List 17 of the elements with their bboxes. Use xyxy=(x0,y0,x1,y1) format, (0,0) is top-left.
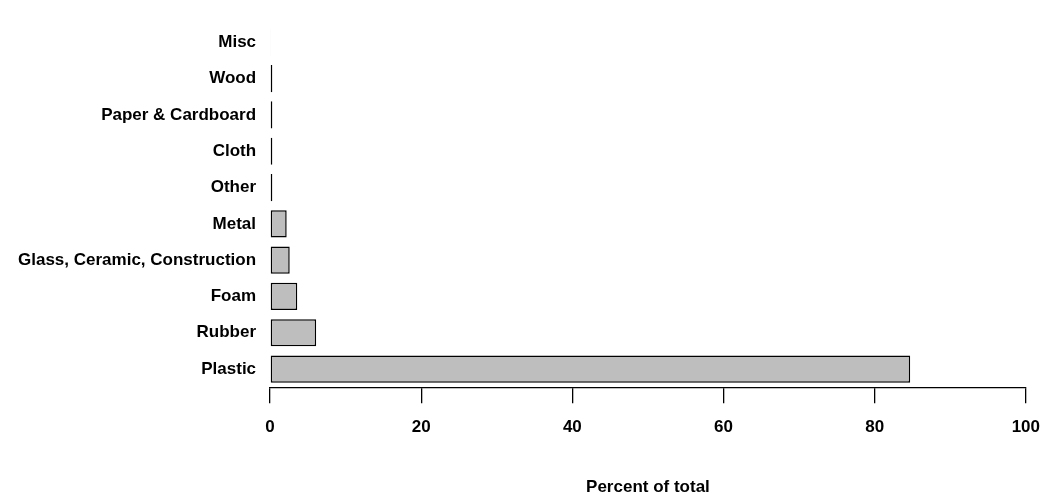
y-tick-label: Glass, Ceramic, Construction xyxy=(17,249,257,269)
y-tick-label: Plastic xyxy=(201,358,257,378)
y-tick-label: Metal xyxy=(212,213,257,233)
x-axis-title: Percent of total xyxy=(586,477,710,497)
y-tick-label: Other xyxy=(210,177,257,197)
y-tick-label: Wood xyxy=(209,68,257,88)
x-tick-label: 80 xyxy=(865,417,885,437)
x-tick-label: 40 xyxy=(562,417,582,437)
y-tick-label: Paper & Cardboard xyxy=(101,104,257,124)
y-tick-label: Rubber xyxy=(196,322,257,342)
x-tick-label: 0 xyxy=(265,417,275,437)
x-tick-label: 60 xyxy=(714,417,733,437)
x-tick-label: 20 xyxy=(411,417,431,437)
y-tick-label: Misc xyxy=(218,32,257,52)
y-tick-label: Foam xyxy=(210,286,257,306)
y-tick-label: Cloth xyxy=(212,140,257,160)
x-tick-label: 100 xyxy=(1011,417,1041,437)
